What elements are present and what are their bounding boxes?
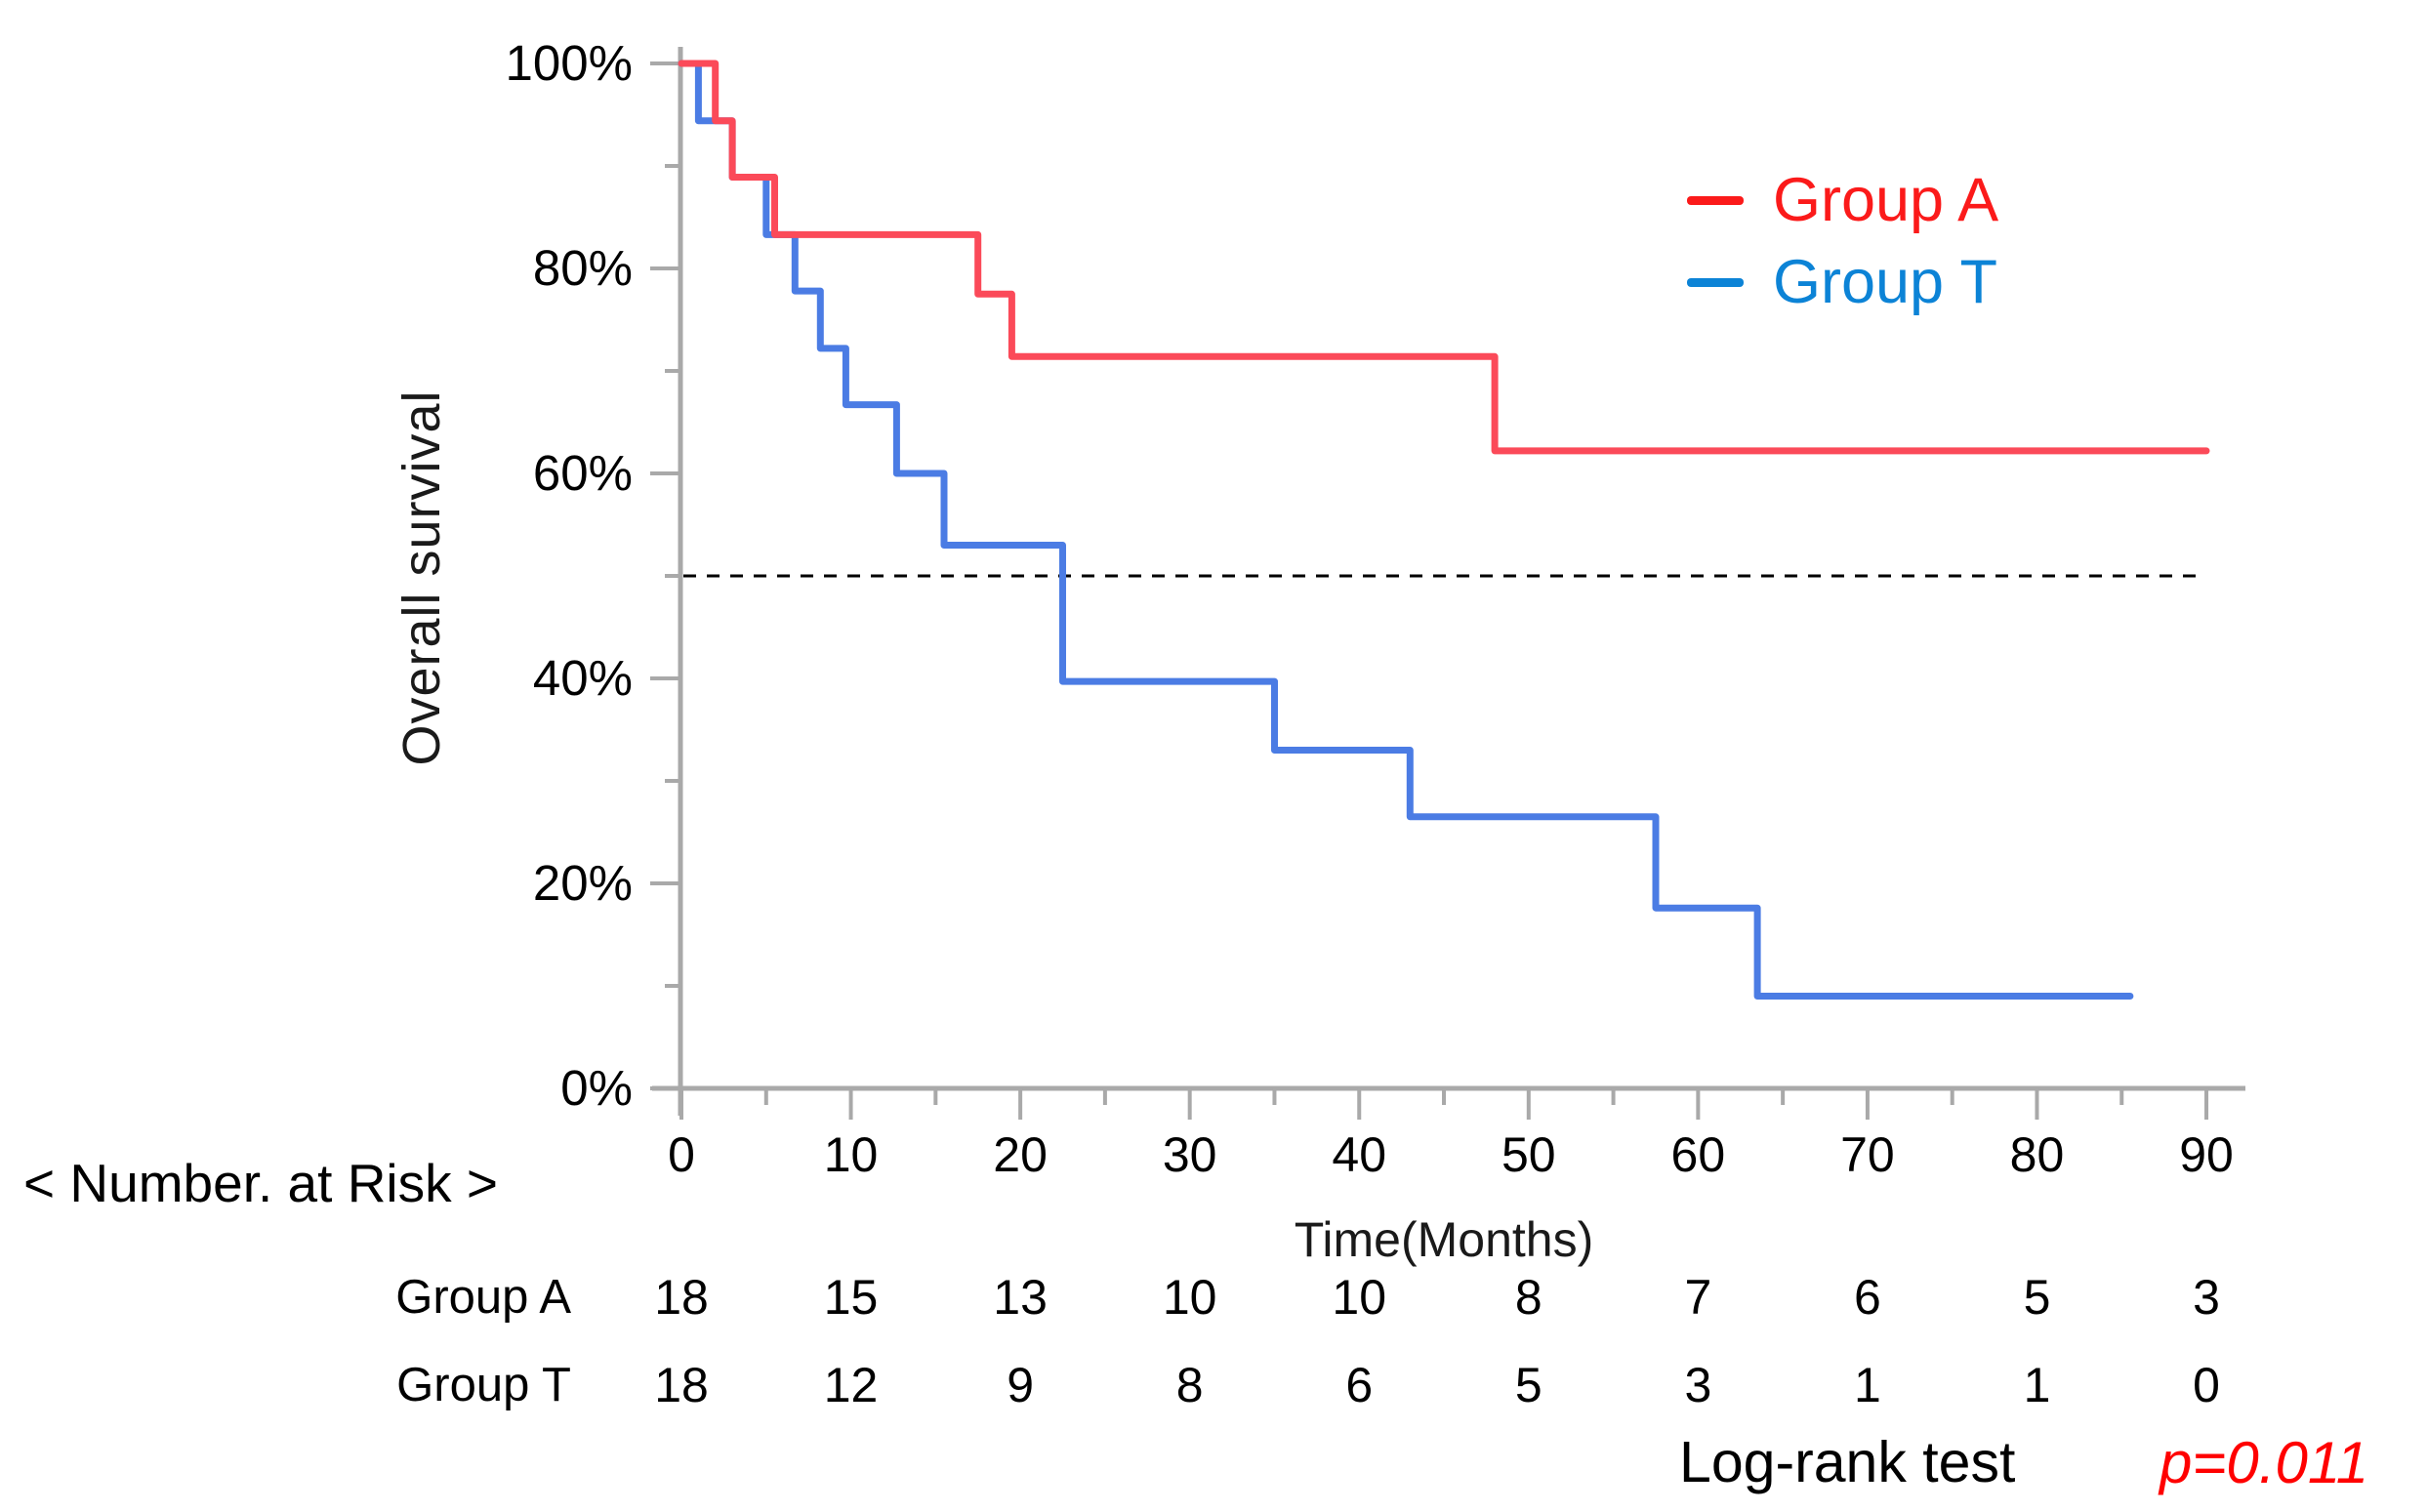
risk-table-row-group-a: Group A 18 15 13 10 10 8 7 6 5 3 [0, 1269, 2427, 1328]
curve-group-a [678, 60, 2210, 455]
risk-count: 13 [993, 1270, 1048, 1325]
risk-table-row-group-t: Group T 18 12 9 8 6 5 3 1 1 0 [0, 1357, 2427, 1415]
legend-label-group-t: Group T [1773, 247, 1997, 316]
p-value: p=0.011 [2160, 1430, 2369, 1495]
risk-count: 3 [2193, 1270, 2220, 1325]
group-t-line-swatch [1687, 277, 1744, 287]
risk-count: 6 [1345, 1358, 1374, 1412]
x-tick-label: 70 [1840, 1127, 1895, 1182]
legend-item-group-a: Group A [1687, 166, 1998, 234]
group-a-line-swatch [1687, 195, 1744, 205]
risk-count: 6 [1854, 1270, 1881, 1325]
x-tick-label: 0 [668, 1127, 695, 1182]
risk-count: 12 [823, 1358, 879, 1412]
risk-count: 3 [1684, 1358, 1712, 1412]
risk-count: 8 [1514, 1270, 1543, 1325]
legend: Group A Group T [1687, 166, 1998, 316]
risk-count: 15 [823, 1270, 879, 1325]
risk-count: 7 [1684, 1270, 1712, 1325]
risk-count: 5 [1514, 1358, 1543, 1412]
y-tick-label: 0% [560, 1060, 633, 1116]
risk-count: 10 [1162, 1270, 1217, 1325]
x-tick-label: 30 [1163, 1127, 1217, 1182]
x-tick-label: 20 [993, 1127, 1048, 1182]
logrank-test-label: Log-rank test [1679, 1430, 2016, 1494]
x-tick-label: 10 [824, 1127, 879, 1182]
x-tick-label: 90 [2179, 1127, 2234, 1182]
risk-count: 18 [654, 1270, 709, 1325]
x-tick-label: 50 [1501, 1127, 1556, 1182]
risk-row-label: Group T [396, 1359, 571, 1411]
y-tick-label: 20% [533, 855, 633, 911]
legend-label-group-a: Group A [1773, 165, 1999, 234]
risk-count: 9 [1007, 1358, 1035, 1412]
legend-item-group-t: Group T [1687, 248, 1998, 316]
y-tick-label: 40% [533, 650, 633, 706]
number-at-risk-heading: < Number. at Risk > [23, 1153, 499, 1213]
risk-count: 8 [1175, 1358, 1204, 1412]
risk-count: 1 [1854, 1358, 1881, 1412]
risk-count: 10 [1332, 1270, 1387, 1325]
x-axis-title: Time(Months) [1294, 1212, 1594, 1267]
y-tick-label: 60% [533, 445, 633, 501]
risk-count: 5 [2023, 1270, 2051, 1325]
x-tick-label: 60 [1671, 1127, 1726, 1182]
risk-count: 0 [2193, 1358, 2220, 1412]
risk-count: 18 [654, 1358, 709, 1412]
y-tick-label: 80% [533, 240, 633, 296]
x-tick-label: 80 [2010, 1127, 2065, 1182]
x-tick-label: 40 [1332, 1127, 1386, 1182]
y-tick-label: 100% [506, 35, 633, 91]
risk-row-label: Group A [395, 1271, 571, 1324]
risk-count: 1 [2023, 1358, 2051, 1412]
y-axis-title: Overall survival [392, 389, 451, 766]
